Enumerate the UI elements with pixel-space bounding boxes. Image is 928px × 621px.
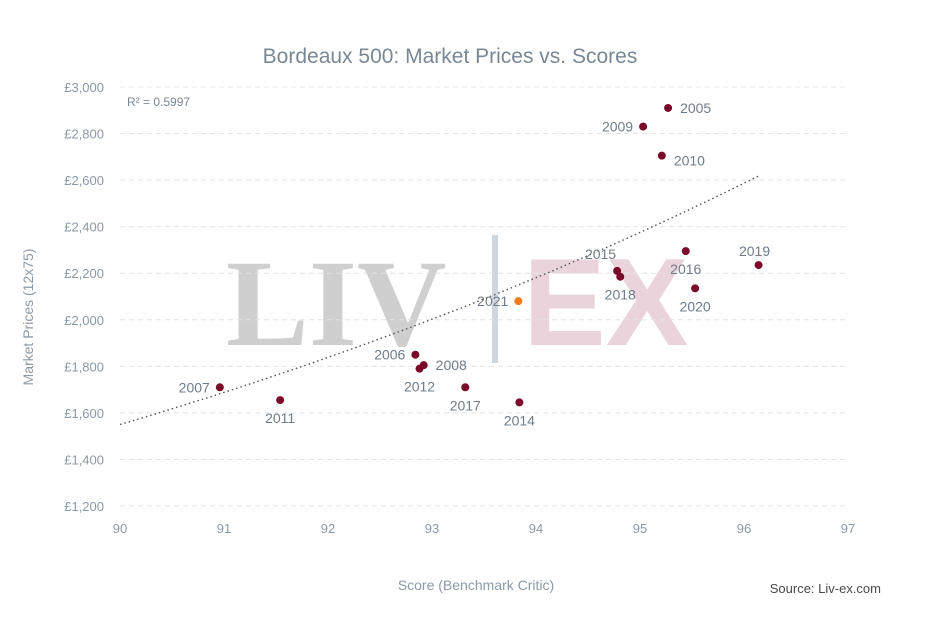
data-point bbox=[616, 272, 625, 281]
data-point bbox=[514, 297, 523, 306]
data-point bbox=[515, 398, 524, 407]
y-tick-label: £2,800 bbox=[64, 127, 104, 142]
data-point-label: 2020 bbox=[680, 298, 711, 314]
y-tick-label: £1,200 bbox=[64, 499, 104, 514]
x-tick-label: 97 bbox=[841, 521, 855, 536]
watermark-ex-text: EX bbox=[523, 234, 688, 372]
x-tick-label: 90 bbox=[113, 521, 127, 536]
data-point bbox=[276, 396, 285, 405]
data-point bbox=[461, 383, 470, 392]
data-point bbox=[639, 122, 648, 131]
x-axis-title: Score (Benchmark Critic) bbox=[398, 577, 554, 593]
data-point-label: 2012 bbox=[404, 379, 435, 395]
y-tick-label: £2,600 bbox=[64, 173, 104, 188]
x-tick-label: 94 bbox=[529, 521, 543, 536]
data-point bbox=[754, 261, 763, 270]
data-point-label: 2016 bbox=[670, 261, 701, 277]
source-credit: Source: Liv-ex.com bbox=[770, 581, 881, 596]
trendline bbox=[119, 174, 760, 426]
data-point-label: 2021 bbox=[477, 293, 508, 309]
data-point-label: 2010 bbox=[674, 153, 705, 169]
x-axis-ticks: 90 91 92 93 94 95 96 97 bbox=[113, 521, 855, 536]
x-tick-label: 95 bbox=[633, 521, 647, 536]
r-squared-label: R² = 0.5997 bbox=[127, 95, 190, 109]
y-tick-label: £1,600 bbox=[64, 406, 104, 421]
data-point-label: 2006 bbox=[374, 347, 405, 363]
y-tick-label: £2,200 bbox=[64, 266, 104, 281]
y-tick-label: £1,400 bbox=[64, 452, 104, 467]
gridlines bbox=[120, 86, 848, 507]
data-point-label: 2005 bbox=[680, 100, 711, 116]
data-point-label: 2015 bbox=[585, 246, 616, 262]
watermark-divider bbox=[492, 235, 498, 363]
data-point-label: 2017 bbox=[450, 397, 481, 413]
x-tick-label: 92 bbox=[321, 521, 335, 536]
data-point bbox=[681, 247, 690, 256]
data-point bbox=[691, 284, 700, 293]
data-point bbox=[415, 364, 424, 373]
x-tick-label: 93 bbox=[425, 521, 439, 536]
data-point bbox=[411, 350, 420, 359]
data-point-label: 2011 bbox=[265, 410, 295, 426]
data-point-label: 2018 bbox=[605, 287, 636, 303]
y-axis-title: Market Prices (12x75) bbox=[20, 249, 36, 386]
data-point bbox=[657, 151, 666, 160]
y-tick-label: £3,000 bbox=[64, 80, 104, 95]
y-tick-label: £2,400 bbox=[64, 220, 104, 235]
data-point bbox=[664, 103, 673, 112]
data-point-label: 2009 bbox=[602, 119, 633, 135]
y-axis-ticks: £1,200 £1,400 £1,600 £1,800 £2,000 £2,200 £2,4… bbox=[64, 80, 104, 514]
data-points bbox=[215, 103, 763, 407]
y-tick-label: £1,800 bbox=[64, 359, 104, 374]
x-tick-label: 96 bbox=[737, 521, 751, 536]
data-point-label: 2007 bbox=[179, 379, 210, 395]
data-labels: 2005 2009 2010 2015 2018 2016 2019 2020 2021 2006… bbox=[179, 100, 771, 428]
watermark-logo: LIV EX bbox=[226, 234, 688, 372]
data-point-label: 2019 bbox=[739, 243, 770, 259]
x-tick-label: 91 bbox=[217, 521, 231, 536]
data-point-label: 2008 bbox=[436, 357, 467, 373]
y-tick-label: £2,000 bbox=[64, 313, 104, 328]
chart-title: Bordeaux 500: Market Prices vs. Scores bbox=[263, 45, 638, 68]
data-point bbox=[215, 383, 224, 392]
watermark-liv-text: LIV bbox=[226, 235, 447, 372]
data-point-label: 2014 bbox=[504, 412, 535, 428]
